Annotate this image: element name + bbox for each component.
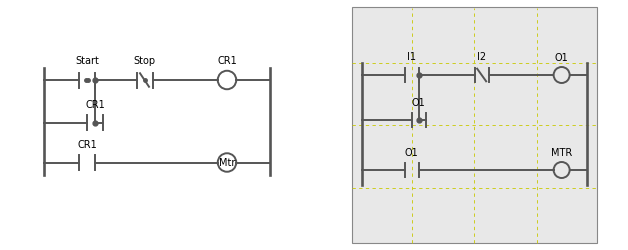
Text: I1: I1	[407, 52, 416, 62]
Text: CR1: CR1	[217, 56, 237, 66]
Text: Stop: Stop	[133, 56, 156, 66]
Text: CR1: CR1	[77, 140, 97, 150]
Text: O1: O1	[555, 53, 568, 63]
FancyBboxPatch shape	[352, 8, 597, 242]
Text: CR1: CR1	[85, 100, 105, 110]
Text: Start: Start	[75, 56, 99, 66]
Text: MTR: MTR	[551, 148, 572, 158]
Text: I2: I2	[477, 52, 486, 62]
Text: Mtr: Mtr	[219, 158, 236, 168]
Text: O1: O1	[412, 98, 426, 108]
Text: O1: O1	[405, 148, 418, 158]
